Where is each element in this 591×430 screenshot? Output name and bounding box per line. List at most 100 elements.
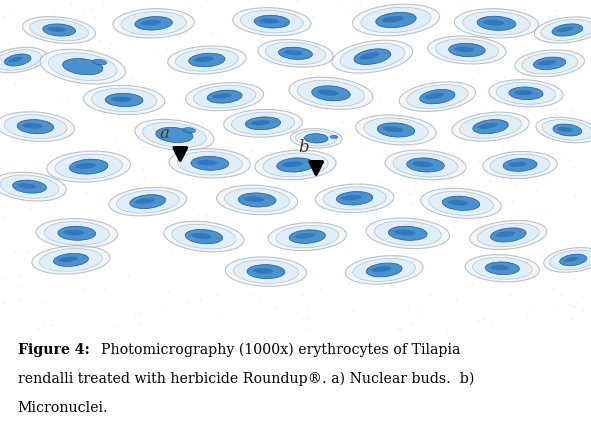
Point bbox=[138, 166, 148, 172]
Point bbox=[372, 270, 382, 277]
Point bbox=[142, 31, 152, 38]
Point bbox=[525, 123, 535, 130]
Point bbox=[48, 9, 58, 16]
Point bbox=[508, 198, 517, 205]
Point bbox=[355, 211, 364, 218]
Ellipse shape bbox=[553, 124, 582, 136]
Ellipse shape bbox=[53, 253, 89, 267]
Ellipse shape bbox=[296, 131, 337, 146]
Ellipse shape bbox=[459, 115, 522, 138]
Point bbox=[453, 44, 463, 51]
Point bbox=[40, 264, 49, 271]
Ellipse shape bbox=[374, 221, 441, 246]
Ellipse shape bbox=[223, 109, 303, 137]
Point bbox=[473, 159, 483, 166]
Point bbox=[551, 12, 560, 19]
Ellipse shape bbox=[191, 156, 229, 170]
Point bbox=[303, 315, 312, 322]
Point bbox=[384, 132, 394, 139]
Ellipse shape bbox=[376, 12, 416, 28]
Point bbox=[55, 26, 64, 33]
Ellipse shape bbox=[12, 180, 47, 193]
Point bbox=[14, 283, 23, 290]
Point bbox=[363, 98, 373, 104]
Ellipse shape bbox=[22, 17, 96, 43]
Point bbox=[292, 13, 301, 20]
Point bbox=[195, 296, 204, 303]
Point bbox=[301, 325, 311, 332]
Ellipse shape bbox=[315, 184, 394, 212]
Ellipse shape bbox=[521, 52, 578, 74]
Point bbox=[34, 325, 43, 332]
Point bbox=[422, 15, 431, 22]
Text: b: b bbox=[298, 138, 309, 156]
Point bbox=[284, 28, 294, 35]
Ellipse shape bbox=[130, 195, 165, 209]
Point bbox=[407, 199, 417, 206]
Ellipse shape bbox=[542, 120, 591, 140]
Ellipse shape bbox=[311, 86, 350, 101]
Point bbox=[548, 285, 558, 292]
Point bbox=[9, 247, 19, 254]
Point bbox=[316, 287, 326, 294]
Point bbox=[293, 0, 302, 3]
Ellipse shape bbox=[0, 112, 74, 141]
Ellipse shape bbox=[485, 262, 519, 275]
Point bbox=[336, 0, 346, 5]
Point bbox=[160, 302, 170, 309]
Point bbox=[207, 58, 216, 65]
Point bbox=[30, 158, 39, 165]
Point bbox=[167, 224, 176, 230]
Point bbox=[4, 124, 14, 131]
Point bbox=[485, 177, 495, 184]
Point bbox=[363, 266, 373, 273]
Point bbox=[327, 71, 336, 78]
Point bbox=[14, 295, 23, 302]
Ellipse shape bbox=[323, 187, 387, 210]
Point bbox=[274, 61, 284, 68]
Ellipse shape bbox=[238, 193, 276, 207]
Ellipse shape bbox=[399, 82, 476, 111]
Ellipse shape bbox=[420, 89, 455, 104]
Point bbox=[580, 259, 590, 266]
Point bbox=[556, 291, 566, 298]
Ellipse shape bbox=[0, 47, 47, 73]
Point bbox=[371, 29, 381, 36]
Point bbox=[332, 78, 342, 85]
Point bbox=[202, 212, 211, 219]
Point bbox=[411, 56, 420, 63]
Ellipse shape bbox=[225, 188, 290, 212]
Text: Photomicrography (1000x) erythrocytes of Tilapia: Photomicrography (1000x) erythrocytes of… bbox=[92, 343, 460, 357]
Point bbox=[299, 126, 309, 133]
Ellipse shape bbox=[43, 24, 76, 36]
Point bbox=[445, 206, 454, 213]
Point bbox=[138, 33, 148, 40]
Text: Figure 4:: Figure 4: bbox=[18, 343, 89, 357]
Ellipse shape bbox=[247, 264, 285, 279]
Ellipse shape bbox=[225, 257, 307, 286]
Point bbox=[314, 79, 323, 86]
Ellipse shape bbox=[194, 56, 214, 62]
Ellipse shape bbox=[496, 231, 515, 237]
Ellipse shape bbox=[177, 151, 242, 175]
Ellipse shape bbox=[4, 115, 67, 138]
Ellipse shape bbox=[176, 49, 238, 71]
Point bbox=[426, 224, 436, 230]
Point bbox=[17, 250, 26, 257]
Point bbox=[540, 116, 550, 123]
Point bbox=[359, 95, 368, 102]
Point bbox=[477, 102, 486, 109]
Ellipse shape bbox=[116, 190, 179, 213]
Point bbox=[524, 276, 534, 283]
Point bbox=[206, 148, 216, 155]
Ellipse shape bbox=[472, 257, 532, 279]
Point bbox=[167, 246, 177, 253]
Point bbox=[467, 281, 476, 288]
Point bbox=[59, 78, 69, 85]
Ellipse shape bbox=[345, 256, 423, 284]
Point bbox=[22, 16, 31, 23]
Point bbox=[413, 306, 423, 313]
Ellipse shape bbox=[135, 17, 173, 30]
Point bbox=[17, 14, 27, 21]
Ellipse shape bbox=[75, 163, 96, 169]
